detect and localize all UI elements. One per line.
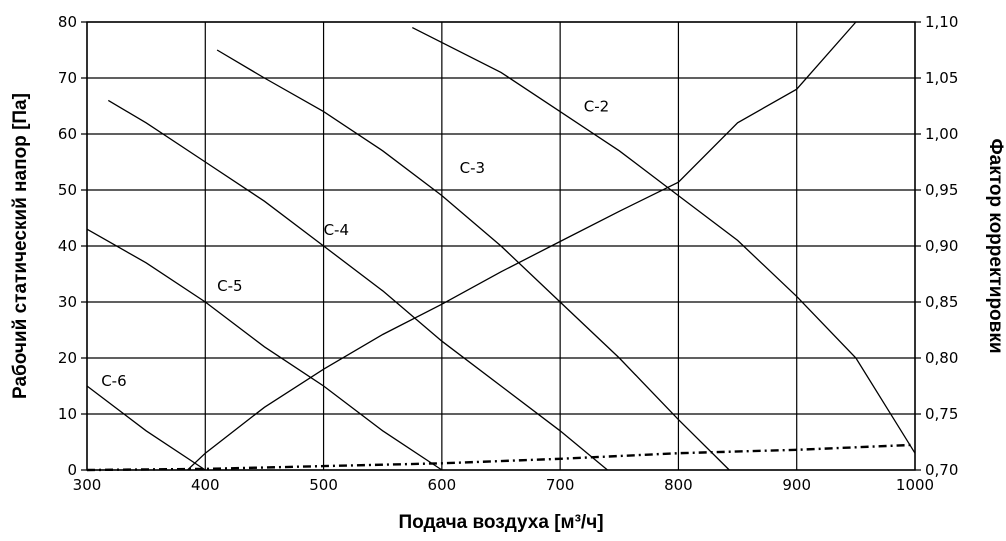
curve-label: C-5 (217, 277, 242, 295)
y2-tick-label: 0,75 (925, 405, 958, 423)
x-tick-label: 800 (664, 476, 693, 494)
y2-tick-label: 1,10 (925, 13, 958, 31)
dashed-curve (86, 443, 916, 472)
y2-tick-label: 0,70 (925, 461, 958, 479)
y2-tick-label: 0,80 (925, 349, 958, 367)
y-tick-label: 30 (58, 293, 77, 311)
x-tick-label: 300 (73, 476, 102, 494)
plot-frame (86, 21, 916, 471)
curve-c-2 (412, 27, 916, 454)
x-tick-label: 500 (309, 476, 338, 494)
curve-label: C-3 (460, 159, 485, 177)
y-tick-label: 20 (58, 349, 77, 367)
curve-label: C-2 (584, 98, 609, 116)
y-tick-label: 80 (58, 13, 77, 31)
y-tick-label: 0 (67, 461, 77, 479)
y-tick-label: 50 (58, 181, 77, 199)
y2-tick-label: 0,85 (925, 293, 958, 311)
y-tick-label: 70 (58, 69, 77, 87)
y2-tick-label: 1,05 (925, 69, 958, 87)
x-tick-label: 1000 (896, 476, 934, 494)
curve-c-5 (86, 228, 443, 471)
y-tick-label: 40 (58, 237, 77, 255)
y-tick-label: 10 (58, 405, 77, 423)
x-axis-label: Подача воздуха [м³/ч] (398, 512, 603, 533)
curve-c-3 (216, 49, 730, 471)
curve-c-4 (107, 99, 608, 471)
y2-axis-label: Фактор корректировки (985, 138, 1006, 353)
x-tick-label: 700 (546, 476, 575, 494)
correction-factor-curve (187, 21, 857, 471)
curves (86, 21, 916, 472)
curve-c-6 (86, 385, 206, 471)
x-tick-label: 600 (428, 476, 457, 494)
y-axis-label: Рабочий статический напор [Па] (10, 93, 31, 399)
x-tick-label: 400 (191, 476, 220, 494)
y-tick-label: 60 (58, 125, 77, 143)
y2-tick-label: 1,00 (925, 125, 958, 143)
curve-label: C-4 (324, 221, 349, 239)
x-tick-label: 900 (782, 476, 811, 494)
tick-labels: 300 400 500 600 700 800 900 1000 0 10 20 30 40 50 60 70… (58, 13, 959, 494)
curve-label: C-6 (101, 372, 126, 390)
y2-tick-label: 0,95 (925, 181, 958, 199)
y2-tick-label: 0,90 (925, 237, 958, 255)
curve-labels: C-2 C-3 C-4 C-5 C-6 (101, 98, 609, 390)
